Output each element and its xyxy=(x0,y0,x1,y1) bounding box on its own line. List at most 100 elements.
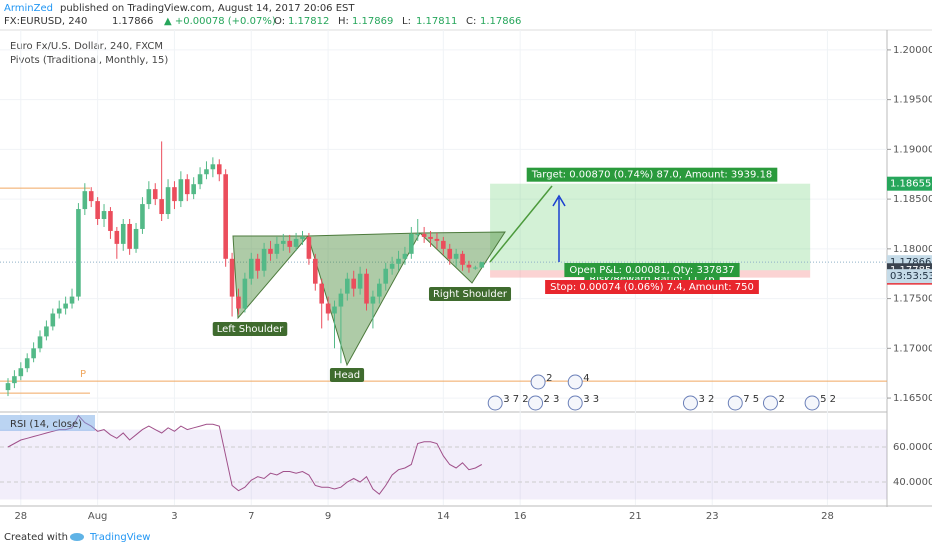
x-tick-label: 23 xyxy=(706,511,719,522)
x-tick-label: Aug xyxy=(88,511,108,522)
rsi-title-bg xyxy=(0,415,95,431)
y-tick-label: 1.19500 xyxy=(893,95,932,106)
candle-body xyxy=(133,228,139,249)
candle-body xyxy=(441,240,446,249)
pattern-label-box xyxy=(428,287,512,301)
candle-body xyxy=(216,164,222,175)
candle-body xyxy=(242,278,248,309)
candle-body xyxy=(274,243,280,254)
candle-body xyxy=(261,248,267,271)
candle-body xyxy=(24,358,30,369)
candle-body xyxy=(351,278,357,289)
candle-body xyxy=(127,223,132,249)
price-badge-label: 1.17866 xyxy=(890,257,931,268)
event-label: 2 xyxy=(546,373,552,384)
candle-body xyxy=(184,179,190,195)
candle-body xyxy=(293,238,299,247)
candle-body xyxy=(50,313,56,327)
arrow-head xyxy=(552,194,566,207)
x-tick-label: 3 xyxy=(171,511,177,522)
event-icon xyxy=(487,395,503,411)
candle-body xyxy=(44,326,49,337)
candle-body xyxy=(191,184,196,195)
candle-body xyxy=(370,296,376,304)
countdown: 03:53:53 xyxy=(890,271,932,282)
y-tick-label: 1.17500 xyxy=(893,294,932,305)
candle-body xyxy=(152,189,158,200)
chart-title: Euro Fx/U.S. Dollar, 240, FXCM xyxy=(10,41,163,52)
position-label: Risk/Reward Ratio: 11.76 xyxy=(589,274,714,285)
candle-body xyxy=(319,283,325,304)
candle-body xyxy=(466,264,472,268)
candle-body xyxy=(325,303,331,314)
rsi-tick-label: 60.0000 xyxy=(893,442,932,453)
header-text: L: xyxy=(402,16,411,27)
x-tick-label: 7 xyxy=(248,511,254,522)
candle-body xyxy=(306,236,312,259)
candle-body xyxy=(108,211,113,231)
event-label: 4 xyxy=(583,373,589,384)
rsi-tick-label: 40.0000 xyxy=(893,477,932,488)
candle-body xyxy=(447,248,453,259)
pattern-label: Head xyxy=(334,370,360,381)
candle-body xyxy=(76,209,81,297)
candle-body xyxy=(383,268,389,284)
publish-info: published on TradingView.com, August 14,… xyxy=(60,3,355,14)
y-tick-label: 1.18500 xyxy=(893,194,932,205)
candle-body xyxy=(287,240,292,247)
countdown-box xyxy=(887,269,932,284)
header-text: ▲ +0.00078 (+0.07%) xyxy=(164,16,276,27)
candle-body xyxy=(300,236,305,239)
projection-line xyxy=(489,185,553,263)
header-text: O: xyxy=(274,16,285,27)
header-text: 1.17812 xyxy=(288,16,329,27)
candle-body xyxy=(69,296,75,304)
candle-body xyxy=(120,223,126,244)
candle-body xyxy=(197,174,203,185)
candle-body xyxy=(5,383,11,391)
candle-body xyxy=(146,189,152,205)
candle-body xyxy=(140,204,145,229)
header-text: 1.17866 xyxy=(480,16,521,27)
candle-body xyxy=(453,253,459,259)
candle-body xyxy=(338,293,344,307)
candle-body xyxy=(415,233,421,235)
candle-body xyxy=(312,258,318,284)
event-label: 2 3 xyxy=(544,394,560,405)
header-text: 1.17866 xyxy=(112,16,153,27)
position-label-box xyxy=(526,167,778,182)
x-tick-label: 28 xyxy=(14,511,27,522)
x-tick-label: 9 xyxy=(325,511,331,522)
candle-body xyxy=(402,253,408,259)
y-tick-label: 1.18000 xyxy=(893,244,932,255)
candle-body xyxy=(229,258,235,297)
event-icon xyxy=(804,395,820,411)
candle-body xyxy=(178,179,184,202)
header-text: 1.17869 xyxy=(352,16,393,27)
event-icon xyxy=(567,374,583,390)
candle-body xyxy=(357,273,363,289)
pattern-label-box xyxy=(329,368,365,382)
logo xyxy=(70,533,84,541)
chart-subtitle: Pivots (Traditional, Monthly, 15) xyxy=(10,55,168,66)
candle-body xyxy=(31,348,36,359)
event-label: 3 3 xyxy=(583,394,599,405)
candle-body xyxy=(396,258,401,264)
candle-body xyxy=(377,283,382,297)
candle-body xyxy=(280,240,286,244)
candle-body xyxy=(114,230,120,244)
candle-body xyxy=(236,296,241,309)
header-text: 1.17811 xyxy=(416,16,457,27)
candle-body xyxy=(95,201,100,220)
candle-body xyxy=(82,191,88,210)
header-text: C: xyxy=(466,16,476,27)
event-icon xyxy=(762,395,778,411)
candle-body xyxy=(421,233,427,237)
footer-brand: TradingView xyxy=(89,532,150,543)
x-tick-label: 28 xyxy=(821,511,834,522)
candle-body xyxy=(18,368,24,377)
rsi-band xyxy=(0,429,887,500)
candle-body xyxy=(210,164,216,170)
